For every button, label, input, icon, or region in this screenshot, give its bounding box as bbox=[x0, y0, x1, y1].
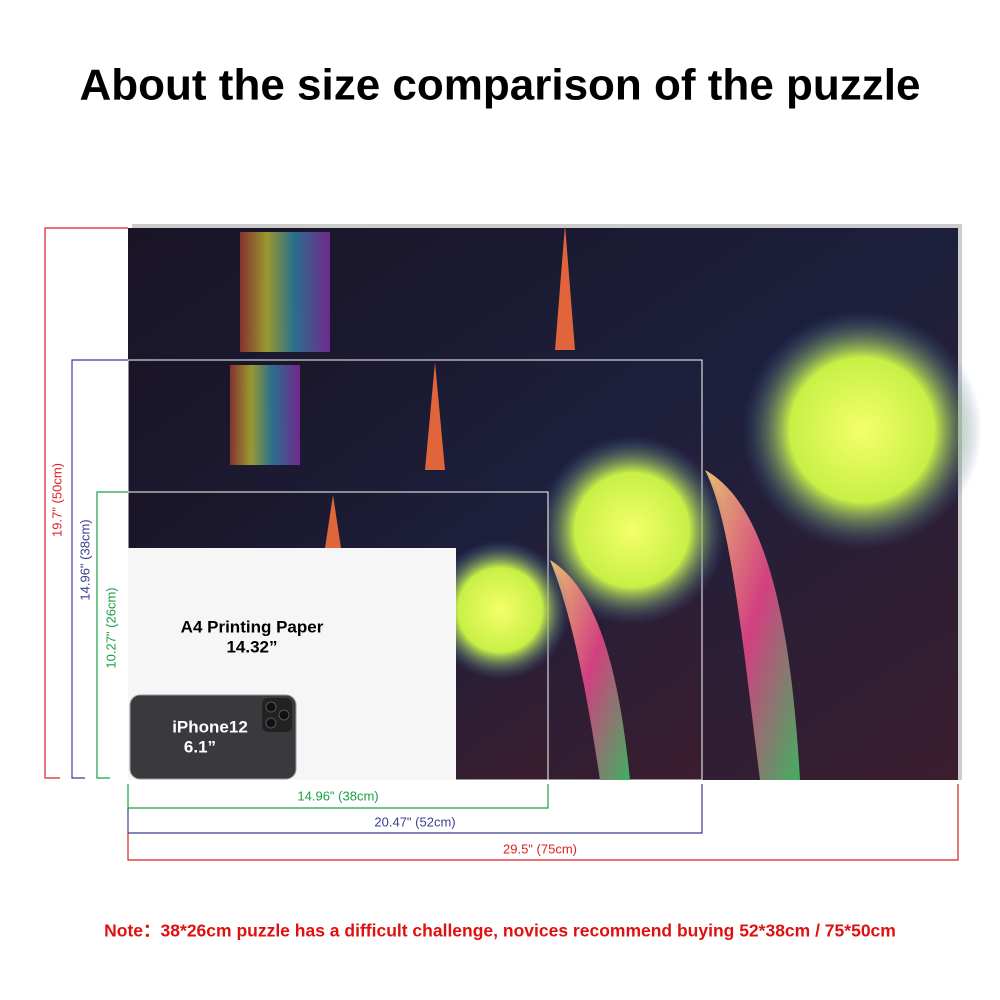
width-label: 20.47" (52cm) bbox=[374, 814, 455, 829]
puzzle-art bbox=[230, 365, 300, 465]
lens bbox=[265, 701, 277, 713]
puzzle-art bbox=[705, 470, 800, 780]
puzzle-art bbox=[425, 362, 445, 470]
puzzle-art bbox=[555, 225, 575, 350]
bracket bbox=[127, 784, 703, 834]
a4-size: 14.32” bbox=[226, 637, 277, 656]
puzzle-art bbox=[537, 435, 727, 625]
iphone: iPhone12 6.1” bbox=[129, 694, 297, 780]
lens bbox=[278, 709, 290, 721]
bracket bbox=[71, 359, 128, 779]
iphone-label: iPhone12 bbox=[172, 717, 248, 736]
note: Note：38*26cm puzzle has a difficult chal… bbox=[104, 921, 896, 941]
width-label: 14.96" (38cm) bbox=[297, 788, 378, 803]
height-label: 14.96" (38cm) bbox=[77, 519, 92, 600]
puzzle-art bbox=[325, 495, 341, 548]
puzzle-art bbox=[430, 540, 570, 680]
puzzle-art bbox=[742, 310, 982, 550]
height-label: 19.7" (50cm) bbox=[49, 463, 64, 537]
height-brackets bbox=[44, 227, 128, 779]
lens bbox=[265, 717, 277, 729]
bracket bbox=[96, 491, 128, 779]
bracket bbox=[44, 227, 128, 779]
width-brackets bbox=[127, 784, 959, 861]
bracket bbox=[127, 784, 549, 809]
a4-label: A4 Printing Paper bbox=[181, 617, 324, 636]
puzzle-art bbox=[240, 232, 330, 352]
puzzle-art bbox=[550, 560, 630, 780]
iphone-size: 6.1” bbox=[184, 737, 216, 756]
width-label: 29.5" (75cm) bbox=[503, 841, 577, 856]
title: About the size comparison of the puzzle bbox=[80, 61, 921, 110]
bracket bbox=[127, 784, 959, 861]
iphone-body bbox=[129, 694, 297, 780]
height-label: 10.27" (26cm) bbox=[103, 587, 118, 668]
